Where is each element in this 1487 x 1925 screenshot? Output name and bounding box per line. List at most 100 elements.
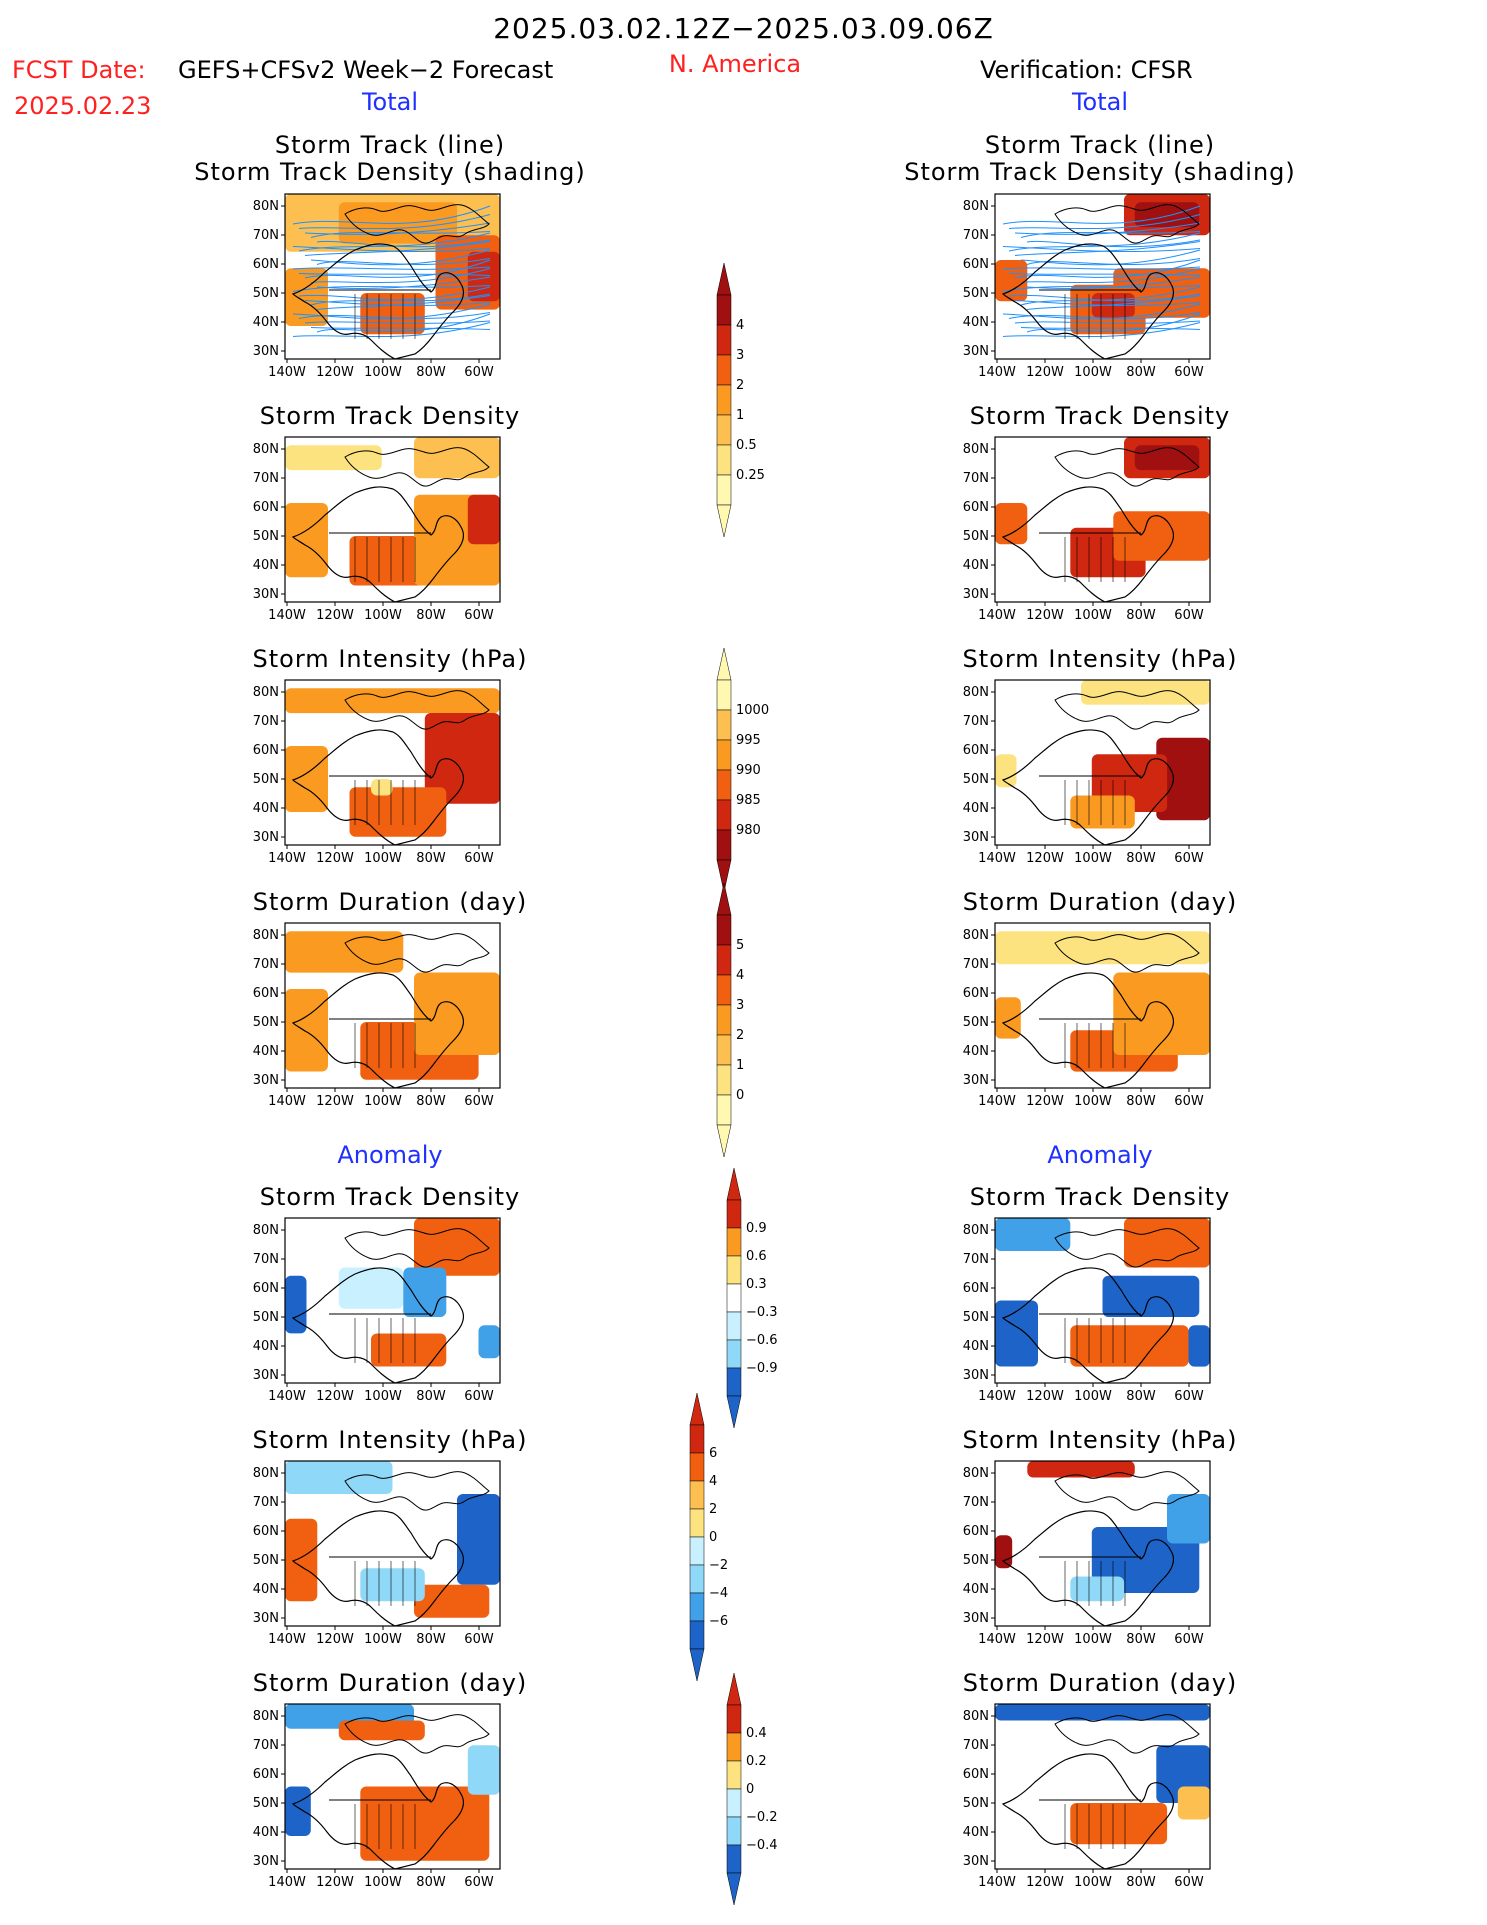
colorbar-segment [726, 1788, 742, 1818]
storm-track-line [1026, 258, 1201, 265]
lon-label: 120W [1026, 608, 1064, 623]
storm-track-line [1020, 249, 1201, 266]
lon-label: 140W [268, 1875, 306, 1890]
coastline [1001, 1753, 1175, 1870]
lat-label: 60N [253, 743, 279, 758]
shading-patch [414, 1218, 500, 1276]
storm-track-line [1014, 320, 1201, 324]
colorbar-segment [716, 1004, 732, 1036]
map-left-1: 80N 70N 60N 50N 40N 30N 140W 120W 100W 80W 60W [253, 436, 501, 623]
shading-patch [414, 1584, 490, 1618]
lat-label: 40N [963, 315, 989, 330]
storm-track-line [1026, 295, 1201, 310]
storm-track-line [310, 268, 491, 284]
storm-track-line [1002, 285, 1201, 292]
colorbar-label: −0.9 [746, 1361, 778, 1376]
colorbar-bottom-arrow [689, 1648, 705, 1682]
map-frame [994, 922, 1211, 1089]
lon-label: 120W [1026, 1389, 1064, 1404]
lat-label: 80N [253, 685, 279, 700]
shading-patch [1027, 1461, 1135, 1478]
title-right-anom-intensity: Storm Intensity (hPa) [962, 1426, 1238, 1454]
map-frame [994, 679, 1211, 846]
colorbar-density-anom: 0.9 0.6 0.3 −0.3 −0.6 −0.9 [726, 1167, 778, 1429]
lat-label: 70N [963, 957, 989, 972]
colorbar-segment [726, 1199, 742, 1229]
lon-label: 100W [1074, 365, 1112, 380]
title-left-density: Storm Track Density [259, 402, 521, 430]
lat-label: 40N [253, 1582, 279, 1597]
lon-label: 80W [416, 1094, 446, 1109]
map-frame [994, 1217, 1211, 1384]
shading-patch [285, 1786, 311, 1836]
map-frame [994, 193, 1211, 360]
lat-label: 40N [963, 1339, 989, 1354]
colorbar-segment [716, 709, 732, 741]
lon-label: 60W [464, 1389, 494, 1404]
colorbar-label: −0.6 [746, 1333, 778, 1348]
colorbar-bottom-arrow [726, 1872, 742, 1906]
arctic-coastline [1054, 1471, 1200, 1511]
lat-label: 30N [253, 587, 279, 602]
colorbar-duration-total: 5 4 3 2 1 0 [716, 882, 744, 1158]
lon-label: 120W [1026, 1875, 1064, 1890]
lat-label: 80N [963, 199, 989, 214]
colorbar-label: 2 [709, 1502, 717, 1517]
storm-track-line [1008, 214, 1201, 230]
lon-label: 80W [1126, 1094, 1156, 1109]
shading-patch [457, 1494, 500, 1585]
lat-label: 60N [963, 257, 989, 272]
map-frame [994, 1460, 1211, 1627]
colorbar-label: 3 [736, 998, 744, 1013]
map-left-0: 80N 70N 60N 50N 40N 30N 140W 120W 100W 80W 60W [253, 193, 501, 380]
colorbar-segment [716, 294, 732, 326]
storm-track-line [298, 232, 491, 252]
map-frame [284, 922, 501, 1089]
lon-label: 140W [978, 1389, 1016, 1404]
colorbar-top-arrow [726, 1167, 742, 1201]
lon-label: 60W [1174, 1094, 1204, 1109]
colorbar-segment [726, 1283, 742, 1313]
arctic-coastline [344, 933, 490, 973]
lon-label: 60W [464, 1632, 494, 1647]
lon-label: 80W [416, 608, 446, 623]
colorbar-label: 6 [709, 1446, 717, 1461]
colorbar-segment [689, 1564, 705, 1594]
colorbar-label: 0.5 [736, 438, 757, 453]
title-left-anom-intensity: Storm Intensity (hPa) [252, 1426, 528, 1454]
storm-track-line [310, 286, 491, 306]
lon-label: 80W [416, 1875, 446, 1890]
lon-label: 80W [1126, 851, 1156, 866]
shading-patch [414, 437, 500, 479]
map-right-3: 80N 70N 60N 50N 40N 30N 140W 120W 100W 80W 60W [963, 922, 1211, 1109]
storm-track-line [1014, 241, 1201, 256]
lon-label: 100W [364, 365, 402, 380]
coastline [291, 486, 465, 603]
lat-label: 50N [963, 1015, 989, 1030]
colorbar-label: 2 [736, 378, 744, 393]
colorbar-label: −6 [709, 1614, 728, 1629]
colorbar-label: −0.3 [746, 1305, 778, 1320]
shading-patch [1188, 1325, 1210, 1367]
colorbar-segment [716, 1094, 732, 1126]
colorbar-segment [726, 1311, 742, 1341]
anomaly-label-right: Anomaly [1047, 1141, 1153, 1169]
colorbar-duration-anom: 0.4 0.2 0 −0.2 −0.4 [726, 1672, 778, 1906]
colorbar-bottom-arrow [716, 859, 732, 893]
lat-label: 50N [253, 1015, 279, 1030]
lat-label: 70N [253, 228, 279, 243]
colorbar-label: 0.2 [746, 1754, 767, 1769]
lon-label: 140W [978, 851, 1016, 866]
lat-label: 30N [253, 1611, 279, 1626]
coastline [1001, 486, 1175, 603]
storm-track-line [310, 231, 491, 238]
colorbar-label: 5 [736, 938, 744, 953]
colorbar-top-arrow [689, 1392, 705, 1426]
lon-label: 120W [316, 365, 354, 380]
colorbar-segment [716, 799, 732, 831]
lat-label: 30N [253, 1854, 279, 1869]
colorbar-segment [716, 679, 732, 711]
shading-patch [285, 1275, 307, 1334]
lon-label: 80W [1126, 608, 1156, 623]
colorbar-segment [689, 1508, 705, 1538]
